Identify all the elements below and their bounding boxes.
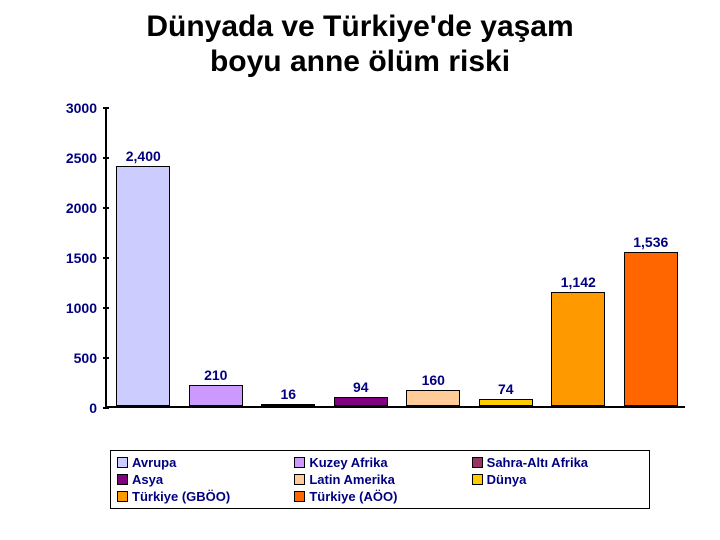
bar [189, 385, 243, 406]
y-axis: 050010001500200025003000 [45, 108, 103, 408]
slide-title: Dünyada ve Türkiye'de yaşam boyu anne öl… [0, 0, 720, 79]
legend-item: Türkiye (AÖO) [294, 489, 465, 504]
legend-item: Dünya [472, 472, 643, 487]
legend-label: Dünya [487, 472, 527, 487]
bar-value-label: 1,536 [633, 234, 668, 250]
title-line-1: Dünyada ve Türkiye'de yaşam [146, 10, 573, 43]
legend-swatch [294, 491, 305, 502]
bar [261, 404, 315, 406]
legend-label: Asya [132, 472, 163, 487]
bar [334, 397, 388, 406]
bar-value-label: 210 [204, 367, 227, 383]
bar-value-label: 16 [280, 386, 296, 402]
legend-label: Avrupa [132, 455, 176, 470]
bar-value-label: 1,142 [561, 274, 596, 290]
y-tick-label: 1000 [66, 300, 97, 316]
legend-item: Kuzey Afrika [294, 455, 465, 470]
legend-swatch [472, 474, 483, 485]
bar-value-label: 2,400 [126, 148, 161, 164]
legend-label: Türkiye (GBÖO) [132, 489, 230, 504]
y-tick-label: 1500 [66, 250, 97, 266]
legend-swatch [294, 474, 305, 485]
legend-item: Asya [117, 472, 288, 487]
legend-item: Latin Amerika [294, 472, 465, 487]
y-tick-label: 2000 [66, 200, 97, 216]
bar-value-label: 74 [498, 381, 514, 397]
y-tick-label: 500 [74, 350, 97, 366]
legend-swatch [472, 457, 483, 468]
legend-swatch [117, 474, 128, 485]
legend-label: Latin Amerika [309, 472, 395, 487]
bar-chart: 050010001500200025003000 2,4002101694160… [45, 108, 685, 438]
bar-value-label: 94 [353, 379, 369, 395]
legend-item: Türkiye (GBÖO) [117, 489, 288, 504]
legend: Avrupa Kuzey Afrika Sahra-Altı Afrika Asya L… [110, 450, 650, 509]
legend-label: Kuzey Afrika [309, 455, 387, 470]
bar-value-label: 160 [422, 372, 445, 388]
legend-label: Türkiye (AÖO) [309, 489, 397, 504]
legend-swatch [294, 457, 305, 468]
legend-item: Sahra-Altı Afrika [472, 455, 643, 470]
y-tick-label: 2500 [66, 150, 97, 166]
slide: Dünyada ve Türkiye'de yaşam boyu anne öl… [0, 0, 720, 540]
bar [551, 292, 605, 406]
bar [116, 166, 170, 406]
y-tick-label: 3000 [66, 100, 97, 116]
bars-layer: 2,400 210 16 94 160 74 1,142 1,536 [107, 108, 685, 406]
bar [406, 390, 460, 406]
legend-swatch [117, 457, 128, 468]
legend-label: Sahra-Altı Afrika [487, 455, 588, 470]
plot-area: 2,400 210 16 94 160 74 1,142 1,536 [105, 108, 685, 408]
bar [624, 252, 678, 406]
y-tick-label: 0 [89, 400, 97, 416]
bar [479, 399, 533, 406]
title-line-2: boyu anne ölüm riski [210, 45, 510, 78]
legend-swatch [117, 491, 128, 502]
legend-item: Avrupa [117, 455, 288, 470]
